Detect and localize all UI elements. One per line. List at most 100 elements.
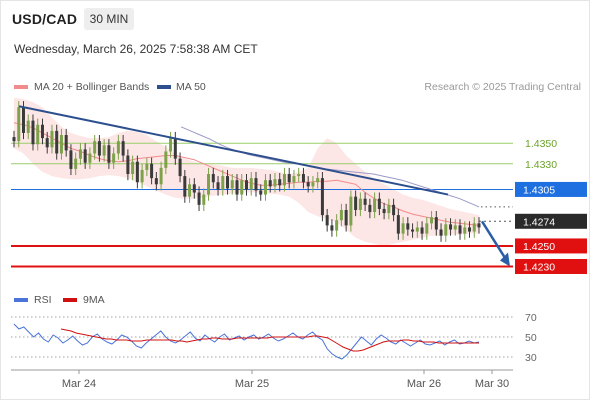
candle-body	[301, 174, 305, 183]
candle-body	[21, 107, 25, 133]
candle-body	[126, 155, 130, 175]
candle-body	[463, 227, 467, 234]
candle-body	[140, 169, 144, 183]
candle-body	[164, 151, 168, 168]
candle-body	[439, 229, 443, 236]
candle-body	[216, 182, 220, 190]
candle-body	[145, 163, 149, 170]
candle-body	[245, 180, 248, 190]
candle-body	[339, 209, 343, 221]
rsi-tick-label: 70	[525, 312, 537, 324]
candle-body	[349, 196, 353, 226]
candle-body	[59, 135, 63, 154]
ma20-legend-swatch	[14, 85, 28, 89]
timeframe-button[interactable]: 30 MIN	[84, 8, 134, 30]
candle-body	[444, 224, 448, 236]
price-tag-label-2: 1.4305	[523, 184, 555, 196]
candle-body	[78, 149, 82, 159]
candle-body	[211, 174, 215, 183]
candle-body	[468, 227, 472, 232]
candle-body	[425, 223, 429, 234]
symbol-label: USD/CAD	[12, 11, 78, 27]
rsi-ma-line	[60, 328, 479, 352]
candle-body	[458, 225, 462, 234]
bollinger-band-area	[14, 98, 479, 246]
candle-body	[377, 198, 381, 209]
candle-body	[392, 204, 396, 216]
candle-body	[358, 198, 362, 210]
candle-body	[192, 184, 196, 193]
candle-body	[320, 178, 324, 216]
price-tag-3	[515, 213, 587, 229]
candle-body	[330, 225, 334, 231]
candle-body	[306, 182, 310, 187]
candle-body	[297, 174, 301, 177]
candle-body	[477, 223, 481, 228]
candle-body	[415, 227, 419, 232]
rsi-legend-swatch	[14, 298, 28, 302]
candle-body	[240, 180, 244, 195]
candle-body	[344, 209, 348, 226]
forecast-arrow-shaft	[480, 220, 508, 261]
timestamp-label: Wednesday, March 26, 2025 7:58:38 AM CET	[14, 42, 258, 56]
candle-body	[292, 176, 296, 183]
candle-body	[434, 217, 438, 230]
x-tick-label: Mar 25	[235, 378, 269, 390]
candle-body	[154, 178, 158, 185]
ma20-legend-label: MA 20 + Bollinger Bands	[34, 81, 150, 93]
candle-body	[131, 161, 135, 175]
candle-body	[93, 141, 97, 154]
candle-body	[64, 135, 68, 151]
candle-body	[401, 223, 405, 234]
candle-body	[406, 223, 410, 230]
candle-body	[69, 150, 73, 169]
candle-body	[102, 145, 106, 156]
candle-body	[226, 176, 230, 189]
candle-body	[472, 223, 476, 232]
candle-body	[311, 182, 315, 187]
candle-body	[88, 153, 92, 163]
candle-body	[396, 215, 400, 234]
price-tag-label-5: 1.4230	[523, 261, 555, 273]
research-credit: Research © 2025 Trading Central	[424, 81, 581, 93]
candle-body	[411, 229, 415, 232]
candle-body	[230, 180, 234, 189]
candle-body	[382, 208, 386, 214]
candle-body	[278, 179, 282, 186]
candle-body	[107, 145, 111, 163]
candle-body	[221, 176, 225, 190]
candle-body	[420, 227, 424, 234]
candle-body	[188, 184, 192, 197]
ma50-legend-swatch	[157, 85, 171, 89]
rsi-line	[13, 323, 480, 360]
candle-body	[387, 204, 391, 214]
candle-body	[453, 225, 457, 230]
rsi-ma-legend-swatch	[63, 298, 77, 302]
x-tick-label: Mar 26	[407, 378, 441, 390]
candle-body	[449, 224, 453, 230]
candle-body	[121, 141, 125, 156]
forecast-arrow-head	[500, 252, 510, 267]
candle-body	[150, 163, 154, 179]
price-tag-label-3: 1.4274	[523, 216, 555, 228]
rsi-tick-label: 50	[525, 332, 537, 344]
candle-body	[159, 167, 163, 185]
candle-body	[249, 178, 253, 190]
candle-body	[259, 190, 263, 195]
candle-body	[12, 137, 16, 142]
candle-body	[135, 161, 139, 183]
level-label-0: 1.4350	[525, 138, 557, 150]
rsi-ma-legend-label: 9MA	[83, 294, 105, 306]
candle-body	[183, 176, 187, 197]
level-label-1: 1.4330	[525, 159, 557, 171]
candle-body	[169, 138, 173, 152]
candle-body	[83, 149, 87, 163]
price-tag-5	[515, 258, 587, 274]
candle-body	[273, 179, 277, 187]
candle-body	[116, 141, 120, 154]
candle-body	[282, 174, 286, 186]
candle-body	[45, 138, 49, 148]
candle-body	[112, 153, 116, 163]
rsi-tick-label: 30	[525, 352, 537, 364]
